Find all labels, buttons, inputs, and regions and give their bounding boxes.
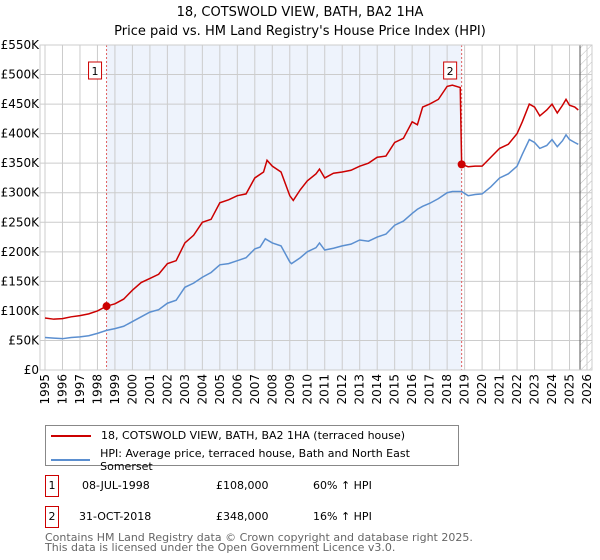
x-tick-label: 2017 <box>423 374 437 405</box>
transaction-hpi: 60% ↑ HPI <box>313 479 372 492</box>
x-tick-label: 2012 <box>335 374 349 405</box>
sale-label: 2 <box>447 65 454 78</box>
x-tick-label: 2001 <box>143 374 157 405</box>
x-tick-label: 2004 <box>195 374 209 405</box>
x-tick-label: 2003 <box>178 374 192 405</box>
y-tick-label: £300K <box>1 186 41 200</box>
y-tick-label: £100K <box>1 304 41 318</box>
sale-label-box <box>443 61 458 80</box>
transaction-marker: 2 <box>45 506 59 528</box>
x-tick-label: 2023 <box>528 374 542 405</box>
forecast-hatch <box>580 45 592 370</box>
transaction-hpi: 16% ↑ HPI <box>313 510 372 523</box>
legend-swatch-red <box>51 434 91 437</box>
x-tick-label: 2016 <box>405 374 419 405</box>
sale-point <box>457 160 466 169</box>
x-tick-label: 2002 <box>160 374 174 405</box>
plot-frame <box>39 44 593 371</box>
x-tick-label: 2024 <box>545 374 559 405</box>
x-tick-label: 1998 <box>90 374 104 405</box>
x-tick-label: 1999 <box>108 374 122 405</box>
y-tick-label: £0 <box>24 363 39 377</box>
y-tick-label: £150K <box>1 274 41 288</box>
chart-subtitle: Price paid vs. HM Land Registry's House … <box>114 24 486 39</box>
y-tick-label: £450K <box>1 97 41 111</box>
y-tick-label: £350K <box>1 156 41 170</box>
x-tick-label: 2000 <box>125 374 139 405</box>
series-line <box>44 133 579 340</box>
sale-label-box <box>88 61 103 80</box>
footer-copyright: Contains HM Land Registry data © Crown c… <box>45 531 473 544</box>
x-tick-label: 2015 <box>388 374 402 405</box>
x-tick-label: 1995 <box>38 374 52 405</box>
chart-title: 18, COTSWOLD VIEW, BATH, BA2 1HA <box>176 5 424 20</box>
x-tick-label: 2026 <box>580 374 594 405</box>
sale-point <box>102 302 111 311</box>
y-tick-label: £50K <box>8 333 40 347</box>
x-tick-label: 2006 <box>230 374 244 405</box>
transaction-date: 08-JUL-1998 <box>82 479 150 492</box>
x-tick-label: 2011 <box>318 374 332 405</box>
transaction-marker: 1 <box>45 475 59 497</box>
y-tick-label: £200K <box>1 245 41 259</box>
x-tick-label: 2005 <box>213 374 227 405</box>
x-tick-label: 2014 <box>370 374 384 405</box>
x-tick-label: 2020 <box>475 374 489 405</box>
legend-item-property: 18, COTSWOLD VIEW, BATH, BA2 1HA (terrac… <box>51 429 405 442</box>
x-tick-label: 2009 <box>283 374 297 405</box>
price-chart: £0 £50K £100K £150K £200K £250K £300K £350K £400… <box>1 38 594 405</box>
x-tick-label: 1997 <box>73 374 87 405</box>
x-tick-label: 2021 <box>493 374 507 405</box>
y-tick-label: £250K <box>1 215 41 229</box>
x-tick-label: 2019 <box>458 374 472 405</box>
x-tick-label: 2022 <box>510 374 524 405</box>
series-line <box>44 84 579 320</box>
footer-licence: This data is licensed under the Open Gov… <box>45 541 396 554</box>
transaction-price: £348,000 <box>216 510 269 523</box>
legend-label: HPI: Average price, terraced house, Bath… <box>100 447 410 473</box>
y-tick-label: £400K <box>1 127 41 141</box>
legend: 18, COTSWOLD VIEW, BATH, BA2 1HA (terrac… <box>45 425 459 473</box>
legend-swatch-blue <box>51 459 91 461</box>
transaction-price: £108,000 <box>216 479 269 492</box>
x-tick-label: 2018 <box>440 374 454 405</box>
y-tick-label: £550K <box>1 38 41 52</box>
sale-label: 1 <box>92 65 99 78</box>
transaction-date: 31-OCT-2018 <box>79 510 152 523</box>
x-tick-label: 2013 <box>353 374 367 405</box>
x-tick-label: 2007 <box>248 374 262 405</box>
legend-label: 18, COTSWOLD VIEW, BATH, BA2 1HA (terrac… <box>101 429 406 442</box>
shaded-region <box>106 45 462 370</box>
y-tick-label: £500K <box>1 68 41 82</box>
x-tick-label: 2025 <box>563 374 577 405</box>
x-tick-label: 2010 <box>300 374 314 405</box>
legend-item-hpi: HPI: Average price, terraced house, Bath… <box>51 447 458 473</box>
x-tick-label: 2008 <box>265 374 279 405</box>
x-tick-label: 1996 <box>55 374 69 405</box>
